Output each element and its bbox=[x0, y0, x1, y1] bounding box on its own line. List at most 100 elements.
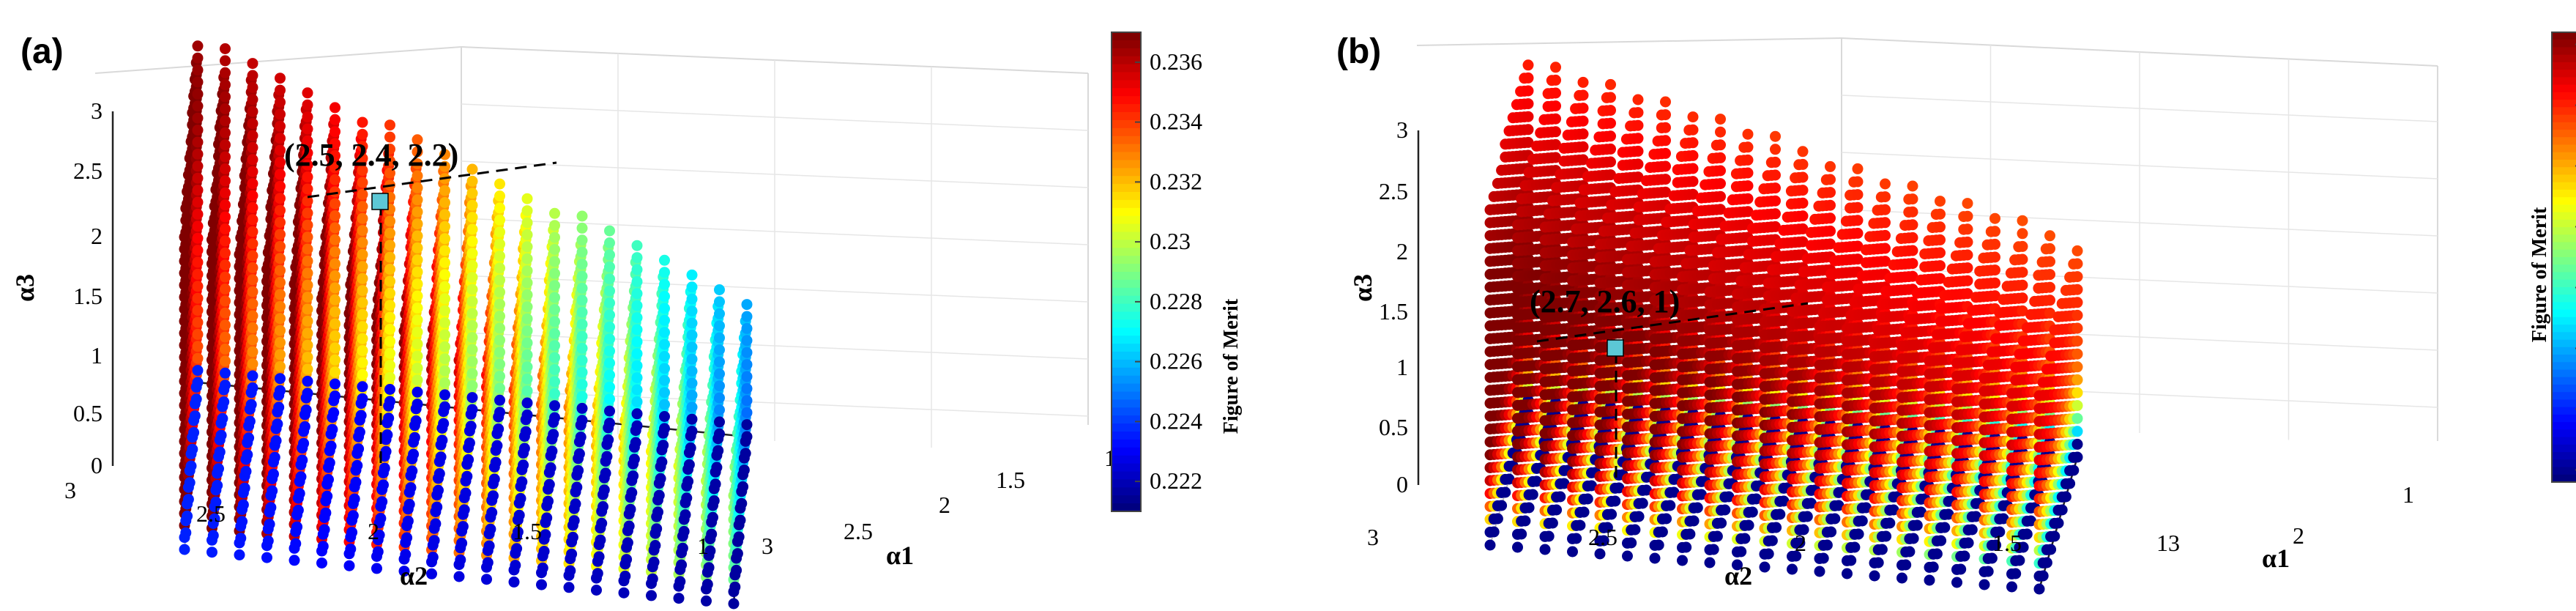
data-point bbox=[466, 163, 478, 175]
colorbar-tick: 0.222 bbox=[1150, 467, 1202, 494]
data-point bbox=[491, 440, 503, 451]
colorbar-segment bbox=[1112, 64, 1141, 73]
data-point bbox=[343, 560, 355, 571]
data-point bbox=[412, 399, 423, 410]
data-point bbox=[302, 375, 313, 387]
data-point bbox=[521, 193, 533, 204]
ylabel-tick: 2.5 bbox=[196, 500, 226, 527]
data-point bbox=[466, 392, 478, 404]
data-point bbox=[220, 247, 231, 259]
colorbar-segment bbox=[1112, 199, 1141, 209]
data-point bbox=[192, 40, 204, 52]
data-point bbox=[357, 248, 368, 260]
data-point bbox=[220, 175, 231, 187]
data-point bbox=[302, 99, 313, 111]
data-point bbox=[384, 227, 395, 239]
data-point bbox=[275, 349, 286, 360]
colorbar-segment bbox=[1112, 432, 1141, 440]
data-point bbox=[573, 464, 584, 476]
data-point bbox=[466, 175, 478, 187]
data-point bbox=[330, 126, 340, 138]
data-point bbox=[631, 312, 643, 324]
data-point bbox=[520, 426, 532, 437]
data-point bbox=[494, 238, 505, 250]
zlabel-tick: 1 bbox=[91, 342, 103, 369]
data-point bbox=[247, 310, 258, 322]
data-point bbox=[275, 337, 286, 348]
data-point bbox=[192, 76, 204, 88]
data-point bbox=[521, 265, 533, 277]
data-point bbox=[631, 408, 643, 420]
data-point bbox=[302, 219, 313, 231]
data-point bbox=[402, 515, 414, 527]
data-point bbox=[659, 351, 670, 362]
data-point bbox=[384, 251, 395, 263]
data-point bbox=[732, 548, 743, 560]
data-point bbox=[439, 293, 450, 305]
data-point bbox=[592, 568, 603, 579]
data-point bbox=[439, 365, 450, 377]
data-point bbox=[384, 119, 395, 131]
colorbar-segment bbox=[1112, 104, 1141, 113]
colorbar-segment bbox=[1112, 327, 1141, 337]
data-point bbox=[466, 284, 478, 295]
data-point bbox=[275, 373, 286, 385]
data-point bbox=[521, 361, 533, 373]
data-point bbox=[357, 321, 368, 333]
colorbar-segment bbox=[1112, 399, 1141, 409]
data-point bbox=[591, 585, 602, 596]
data-point bbox=[316, 558, 327, 569]
data-point bbox=[631, 264, 643, 275]
data-point bbox=[403, 498, 415, 510]
data-point bbox=[185, 460, 197, 472]
colorbar-segment bbox=[1112, 352, 1141, 360]
data-point bbox=[297, 454, 308, 466]
data-point bbox=[206, 547, 217, 558]
data-point bbox=[439, 221, 450, 232]
data-point bbox=[521, 325, 533, 337]
data-point bbox=[302, 363, 313, 375]
data-point bbox=[220, 271, 231, 283]
data-point bbox=[275, 120, 286, 132]
data-point bbox=[190, 393, 202, 405]
data-point bbox=[220, 151, 231, 163]
colorbar-tick: 0.232 bbox=[1150, 168, 1202, 194]
data-point bbox=[686, 281, 698, 293]
data-point bbox=[741, 395, 753, 407]
data-point bbox=[570, 498, 581, 510]
colorbar-tick: 0.236 bbox=[1150, 48, 1202, 75]
data-point bbox=[601, 451, 613, 462]
data-point bbox=[1492, 513, 1503, 525]
data-point bbox=[192, 160, 204, 172]
data-point bbox=[740, 448, 751, 459]
colorbar-segment bbox=[1112, 463, 1141, 473]
data-point bbox=[631, 420, 643, 432]
data-point bbox=[576, 270, 588, 282]
colorbar-segment bbox=[1112, 391, 1141, 401]
data-point bbox=[262, 535, 274, 547]
data-point bbox=[330, 102, 340, 114]
data-point bbox=[676, 559, 688, 571]
data-point bbox=[631, 384, 643, 396]
data-point bbox=[741, 322, 753, 334]
data-point bbox=[247, 358, 258, 370]
data-point bbox=[576, 415, 588, 426]
data-point bbox=[302, 195, 313, 207]
data-point bbox=[247, 286, 258, 297]
data-point bbox=[412, 206, 423, 218]
data-point bbox=[466, 235, 478, 247]
data-point bbox=[302, 243, 313, 255]
data-point bbox=[518, 459, 529, 471]
data-point bbox=[465, 421, 477, 432]
data-point bbox=[302, 183, 313, 195]
data-point bbox=[433, 484, 444, 496]
data-point bbox=[330, 330, 340, 341]
data-point bbox=[330, 270, 340, 281]
data-point bbox=[686, 353, 698, 365]
data-point bbox=[357, 381, 368, 393]
data-point bbox=[736, 497, 748, 509]
panel-a-chart: (a) (2.5, 2.4, 2.2) 2.52 1.51311.522.5300… bbox=[10, 32, 1243, 610]
data-point bbox=[439, 377, 450, 388]
